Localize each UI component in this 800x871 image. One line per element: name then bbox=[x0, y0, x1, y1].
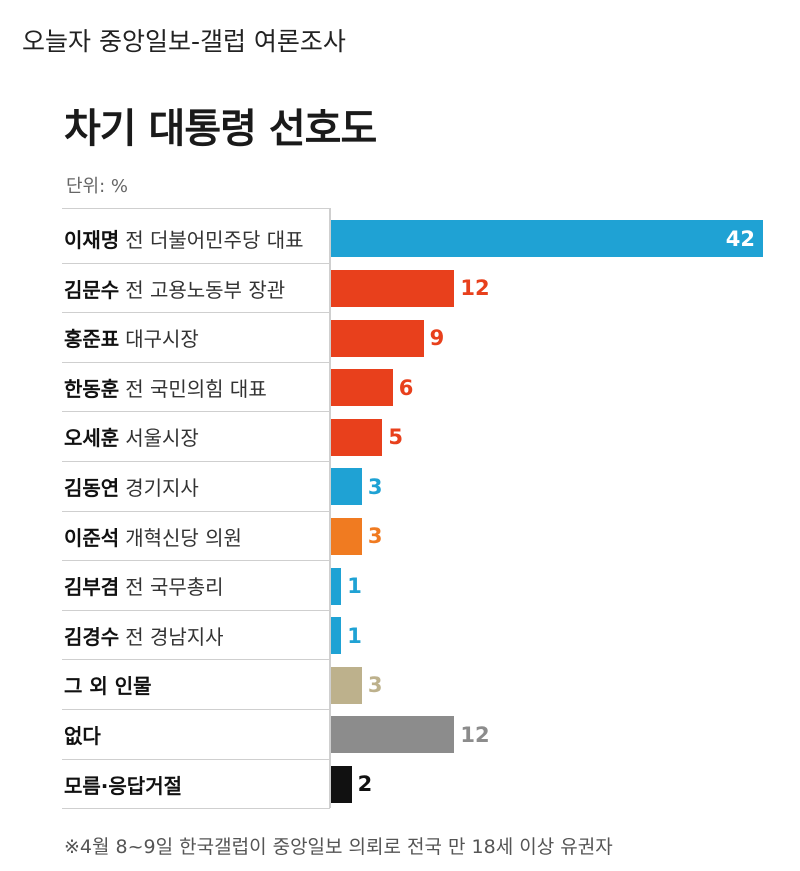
candidate-name: 홍준표 bbox=[64, 327, 120, 352]
data-label: 1 bbox=[347, 623, 362, 648]
candidate-name: 없다 bbox=[64, 724, 101, 748]
bar bbox=[331, 220, 763, 258]
top-rule bbox=[62, 208, 330, 209]
bar-label: 김경수 전 경남지사 bbox=[64, 611, 224, 660]
bar bbox=[331, 319, 424, 357]
candidate-name: 김부겸 bbox=[64, 575, 120, 600]
bar bbox=[331, 666, 362, 704]
bar bbox=[331, 369, 393, 407]
row-separator bbox=[62, 262, 330, 264]
bar-label: 이재명 전 더불어민주당 대표 bbox=[64, 214, 304, 263]
post-title: 오늘자 중앙일보-갤럽 여론조사 bbox=[22, 27, 346, 56]
data-label: 3 bbox=[367, 673, 383, 698]
bar bbox=[331, 716, 455, 754]
row-separator bbox=[62, 709, 330, 710]
data-label: 6 bbox=[398, 375, 414, 400]
bar-label: 이준석 개혁신당 의원 bbox=[64, 512, 242, 561]
bar bbox=[331, 567, 342, 605]
data-label: 2 bbox=[357, 772, 373, 797]
row-separator bbox=[62, 510, 330, 512]
data-label: 12 bbox=[460, 276, 490, 301]
row-separator bbox=[62, 361, 330, 363]
bar bbox=[331, 418, 383, 456]
bar-label: 홍준표 대구시장 bbox=[64, 313, 199, 362]
bar bbox=[331, 765, 352, 803]
candidate-role: 전 더불어민주당 대표 bbox=[125, 228, 304, 252]
bar-label: 김동연 경기지사 bbox=[64, 462, 199, 511]
candidate-role: 전 국민의힘 대표 bbox=[125, 376, 267, 401]
bar-label: 오세훈 서울시장 bbox=[64, 412, 199, 461]
row-separator bbox=[62, 609, 330, 611]
data-label: 3 bbox=[367, 474, 383, 499]
candidate-name: 그 외 인물 bbox=[64, 674, 152, 699]
candidate-name: 김경수 bbox=[64, 624, 120, 649]
candidate-role: 전 국무총리 bbox=[125, 575, 224, 600]
candidate-role: 전 고용노동부 장관 bbox=[125, 277, 286, 302]
candidate-role: 서울시장 bbox=[125, 426, 199, 451]
candidate-role: 경기지사 bbox=[125, 476, 199, 500]
bar bbox=[331, 269, 455, 307]
candidate-name: 이준석 bbox=[64, 525, 120, 550]
row-separator bbox=[62, 808, 330, 810]
bar-label: 모름·응답거절 bbox=[64, 760, 188, 809]
bar bbox=[331, 468, 362, 506]
row-separator bbox=[62, 659, 330, 661]
bar-label: 없다 bbox=[64, 710, 107, 759]
data-label: 9 bbox=[429, 326, 445, 350]
candidate-name: 이재명 bbox=[64, 228, 120, 252]
row-separator bbox=[62, 461, 330, 462]
data-label: 3 bbox=[367, 524, 383, 549]
data-label: 5 bbox=[388, 425, 404, 450]
chart-footnote: ※4월 8~9일 한국갤럽이 중앙일보 의뢰로 전국 만 18세 이상 유권자 bbox=[64, 836, 613, 858]
unit-label: 단위: % bbox=[66, 176, 129, 197]
bar bbox=[331, 517, 362, 555]
bar-label: 김부겸 전 국무총리 bbox=[64, 561, 224, 610]
candidate-name: 오세훈 bbox=[64, 426, 120, 451]
data-label: 42 bbox=[725, 226, 755, 251]
row-separator bbox=[62, 560, 330, 562]
data-label: 1 bbox=[347, 574, 362, 598]
candidate-role: 개혁신당 의원 bbox=[125, 525, 242, 550]
bar bbox=[331, 617, 342, 655]
bar-label: 한동훈 전 국민의힘 대표 bbox=[64, 363, 267, 412]
chart-axis bbox=[329, 208, 331, 808]
candidate-name: 김동연 bbox=[64, 476, 120, 500]
candidate-name: 김문수 bbox=[64, 277, 120, 302]
data-label: 12 bbox=[460, 722, 490, 747]
row-separator bbox=[62, 758, 330, 760]
candidate-name: 한동훈 bbox=[64, 376, 120, 401]
candidate-role: 대구시장 bbox=[125, 327, 199, 352]
bar-label: 그 외 인물 bbox=[64, 660, 158, 709]
chart-title: 차기 대통령 선호도 bbox=[64, 106, 377, 152]
candidate-name: 모름·응답거절 bbox=[64, 773, 182, 798]
candidate-role: 전 경남지사 bbox=[125, 624, 224, 649]
bar-label: 김문수 전 고용노동부 장관 bbox=[64, 264, 285, 313]
row-separator bbox=[62, 411, 330, 413]
row-separator bbox=[62, 312, 330, 314]
